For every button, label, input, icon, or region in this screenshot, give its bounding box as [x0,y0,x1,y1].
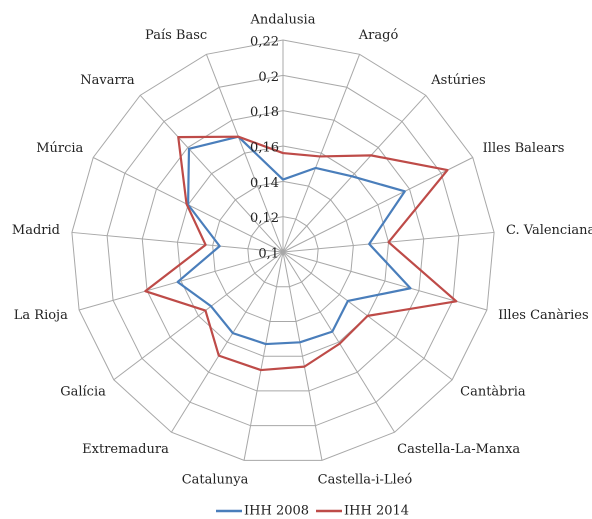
category-label: Extremadura [82,442,169,457]
series-line [176,135,412,346]
category-label: Múrcia [36,141,83,156]
tick-label: 0,2 [258,70,279,85]
tick-label: 0,12 [250,211,279,226]
tick-label: 0,22 [250,35,279,50]
category-label: Illes Balears [483,141,565,156]
category-label: Aragó [358,28,399,43]
category-label: Castella-i-Lleó [318,473,413,488]
legend-label: IHH 2008 [244,504,309,519]
tick-label: 0,16 [250,141,279,156]
grid-ring [212,180,354,322]
category-label: Catalunya [182,473,249,488]
category-label: Navarra [80,73,135,88]
grid-ring [247,216,319,288]
category-label: Cantàbria [460,384,526,399]
series-line [144,135,458,372]
tick-label: 0,18 [250,105,279,120]
grid-ring [176,145,390,357]
grid-ring [71,39,495,461]
grid-ring [106,74,460,427]
category-label: Illes Canàries [498,308,589,323]
grid-ring [141,110,425,392]
category-label: País Basc [145,28,207,43]
category-label: C. Valenciana [506,223,592,238]
category-label: La Rioja [14,308,68,323]
legend-label: IHH 2014 [344,504,409,519]
category-label: Galícia [60,384,106,399]
tick-label: 0,14 [250,176,279,191]
category-label: Andalusia [250,13,316,28]
category-label: Madrid [12,223,60,238]
category-label: Astúries [430,73,485,88]
tick-label: 0,1 [258,247,279,262]
category-label: Castella-La-Manxa [397,442,520,457]
